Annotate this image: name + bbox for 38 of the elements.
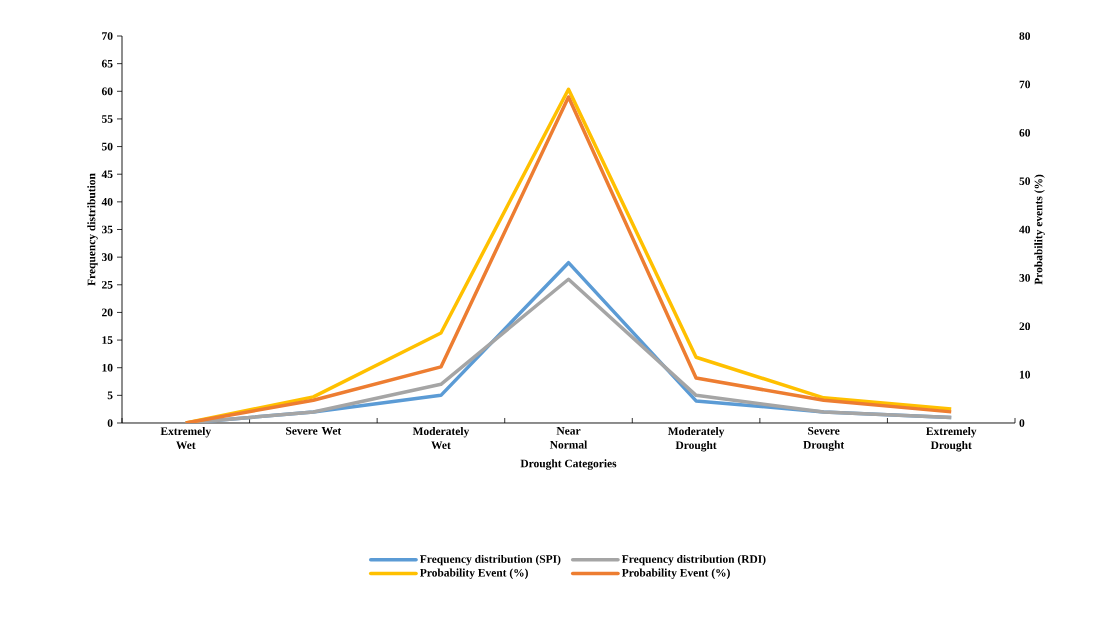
y-tick-label: 45 [101,170,113,179]
y2-tick-label: 0 [1019,419,1025,427]
x-tick-label: Extremely Drought [926,427,977,452]
y2-axis-title: Probability events (%) [1034,174,1045,285]
y2-tick-label: 80 [1019,32,1031,40]
y-tick-label: 0 [107,419,113,427]
y-tick-label: 30 [101,253,113,262]
y-tick-label: 20 [102,308,113,317]
x-tick-label: Near Normal [549,427,588,449]
y-tick-label: 5 [107,391,113,400]
legend-label: Probability Event (%) [621,568,730,579]
y2-tick-label: 50 [1019,177,1031,185]
y-tick-label: 70 [102,32,113,40]
x-tick-label: Extremely Wet [160,427,212,450]
x-axis-title: Drought Categories [520,459,617,470]
y2-tick-label: 40 [1019,225,1031,234]
y-tick-label: 10 [102,363,113,372]
y-tick-label: 35 [101,225,113,234]
y-tick-label: 15 [102,336,113,344]
y2-tick-label: 20 [1019,322,1031,331]
x-tick-label: Severe Wet [286,427,342,435]
y-tick-label: 40 [101,198,113,206]
y-tick-label: 60 [101,87,113,96]
y2-tick-label: 70 [1019,80,1031,89]
y2-tick-label: 10 [1019,370,1031,379]
legend-label: Probability Event (%) [420,568,528,579]
legend-label: Frequency distribution (SPI) [420,554,561,566]
x-tick-label: Severe Drought [803,427,845,452]
y-axis-title: Frequency distribution [87,173,98,286]
y-tick-label: 65 [101,59,113,68]
y-tick-label: 25 [102,280,113,289]
y-tick-label: 50 [101,142,113,151]
x-tick-label: Moderately Wet [412,427,470,450]
y2-tick-label: 60 [1019,128,1031,137]
y-tick-label: 55 [101,115,113,123]
x-tick-label: Moderately Drought [667,427,725,452]
legend-label: Frequency distribution (RDI) [621,554,766,566]
y2-tick-label: 30 [1019,274,1031,282]
